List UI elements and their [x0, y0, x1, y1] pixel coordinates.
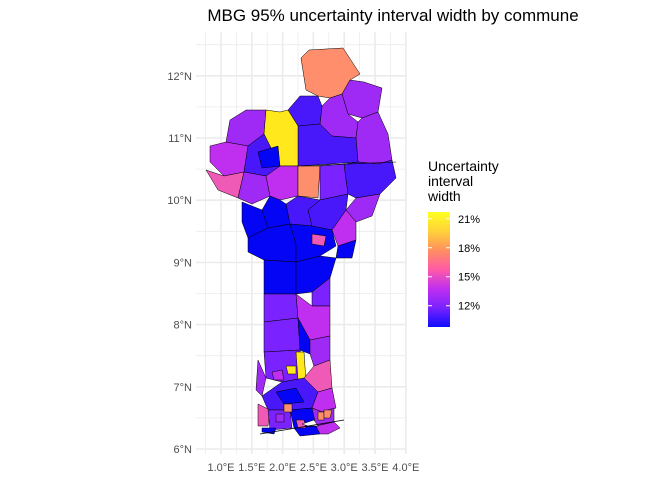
commune-48 [315, 421, 341, 435]
x-tick-label: 2.5°E [300, 462, 327, 474]
chart-title: MBG 95% uncertainty interval width by co… [207, 6, 578, 25]
commune-16 [319, 163, 349, 201]
legend-labels: 21% 18% 15% 12% [428, 214, 480, 313]
commune-42 [257, 403, 271, 427]
x-axis-ticks: 1.0°E 1.5°E 2.0°E 2.5°E 3.0°E 3.5°E 4.0°E [207, 462, 419, 474]
commune-27 [311, 233, 327, 247]
commune-51 [317, 411, 325, 421]
commune-26 [335, 239, 357, 259]
legend-title-line: interval [428, 173, 473, 189]
commune-17 [343, 159, 397, 199]
x-tick-label: 4.0°E [392, 462, 419, 474]
commune-54 [275, 413, 285, 423]
commune-55 [285, 365, 297, 375]
commune-18 [345, 193, 381, 223]
commune-53 [283, 403, 293, 413]
commune-50 [295, 419, 307, 429]
legend-title-line: width [427, 188, 461, 204]
commune-12 [237, 171, 271, 205]
legend-label: 12% [458, 301, 480, 313]
commune-31 [263, 293, 299, 323]
x-tick-label: 1.5°E [238, 462, 265, 474]
commune-map [205, 47, 397, 437]
commune-46 [275, 387, 305, 405]
legend-title-line: Uncertainty [428, 158, 499, 174]
x-tick-label: 3.5°E [361, 462, 388, 474]
commune-39 [255, 359, 267, 397]
coastline [259, 419, 345, 435]
y-tick-label: 12°N [167, 71, 192, 83]
commune-15 [297, 165, 321, 199]
y-tick-label: 11°N [168, 133, 192, 145]
legend-colorbar [428, 212, 450, 327]
lagoon [301, 419, 319, 427]
legend-label: 21% [458, 214, 480, 226]
x-tick-label: 3.0°E [331, 462, 358, 474]
x-tick-label: 1.0°E [207, 462, 234, 474]
commune-33 [263, 317, 301, 353]
legend-label: 15% [458, 272, 480, 284]
commune-2 [341, 79, 383, 119]
y-tick-label: 9°N [174, 257, 193, 269]
y-tick-label: 6°N [174, 444, 193, 456]
y-tick-label: 7°N [174, 382, 193, 394]
commune-52 [323, 409, 333, 419]
commune-9 [209, 141, 249, 177]
commune-5 [355, 111, 393, 165]
y-axis-ticks: 12°N 11°N 10°N 9°N 8°N 7°N 6°N [167, 71, 192, 456]
region-boundary [300, 161, 397, 167]
legend-label: 18% [458, 243, 480, 255]
y-tick-label: 10°N [167, 195, 192, 207]
commune-49 [261, 427, 277, 435]
x-tick-label: 2.0°E [269, 462, 296, 474]
commune-56 [271, 369, 285, 381]
y-tick-label: 8°N [174, 320, 193, 332]
commune-28 [263, 259, 297, 295]
